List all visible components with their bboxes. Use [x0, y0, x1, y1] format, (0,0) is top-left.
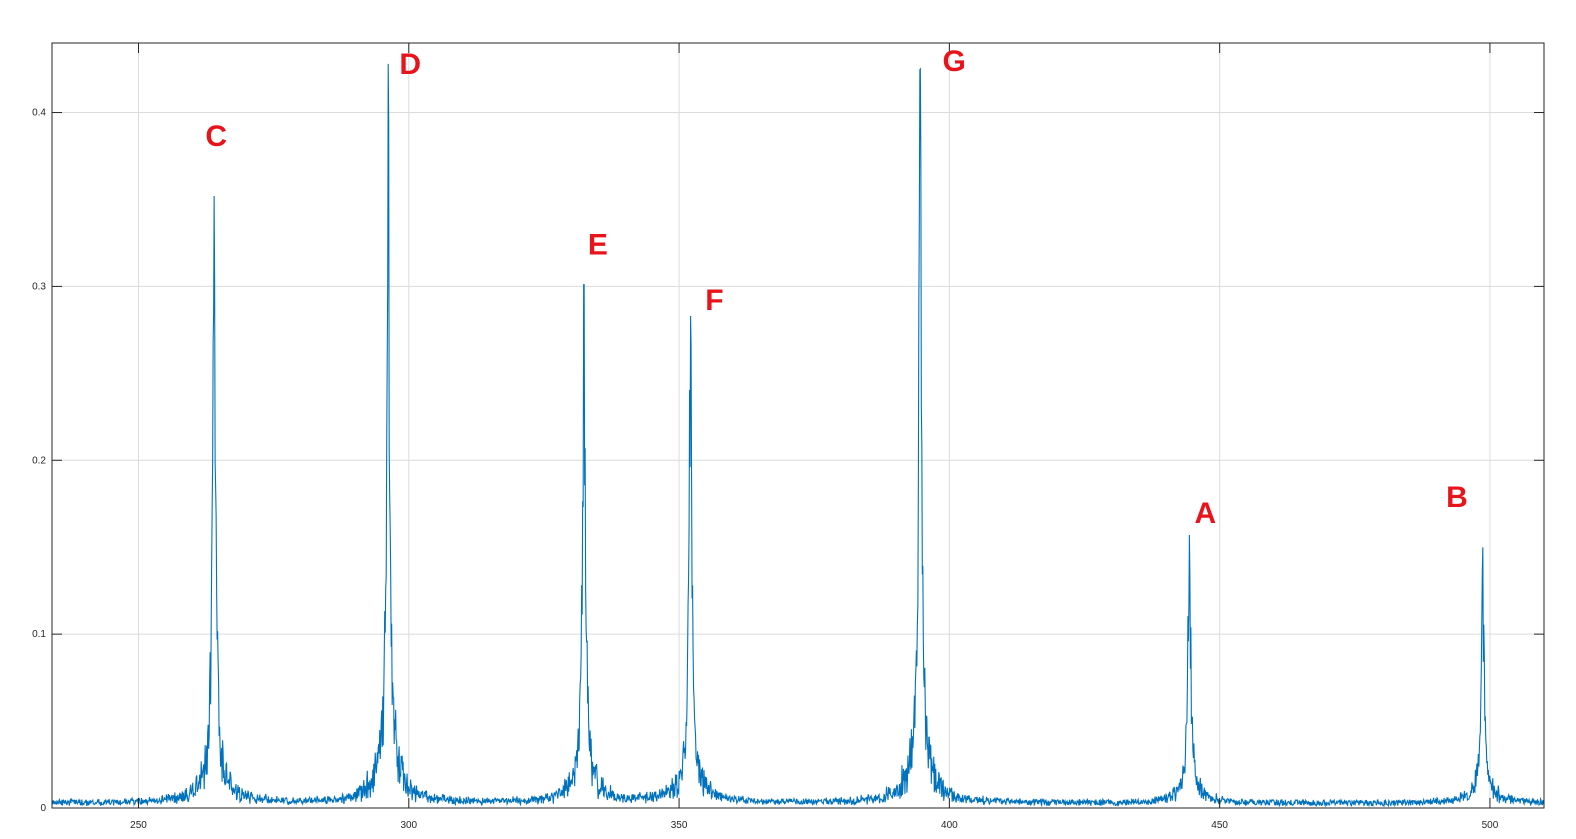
- peak-label-a: A: [1195, 497, 1217, 530]
- peak-label-d: D: [399, 48, 421, 81]
- spectrum-line: [51, 63, 1545, 808]
- peak-label-c: C: [205, 120, 227, 153]
- peak-label-e: E: [588, 229, 608, 262]
- peak-label-f: F: [705, 284, 723, 317]
- y-tick-label: 0.3: [32, 281, 46, 292]
- x-tick-label: 250: [130, 820, 147, 831]
- x-tick-label: 450: [1211, 820, 1228, 831]
- x-tick-label: 400: [941, 820, 958, 831]
- plot-background: [52, 43, 1544, 808]
- spectrum-series: [51, 63, 1545, 808]
- peak-label-b: B: [1446, 481, 1468, 514]
- axes-box: [51, 42, 1545, 809]
- y-tick-label: 0: [40, 803, 46, 814]
- y-tick-label: 0.2: [32, 455, 46, 466]
- x-tick-label: 500: [1482, 820, 1499, 831]
- peak-label-g: G: [942, 45, 965, 78]
- x-tick-label: 350: [671, 820, 688, 831]
- y-tick-label: 0.1: [32, 629, 46, 640]
- axes: 250 300 350 400 450 500 0 0.1 0.2 0.3 0.4: [32, 42, 1545, 831]
- peak-annotations: C D E F G A B: [205, 45, 1467, 530]
- y-tick-label: 0.4: [32, 108, 46, 119]
- x-tick-label: 300: [400, 820, 417, 831]
